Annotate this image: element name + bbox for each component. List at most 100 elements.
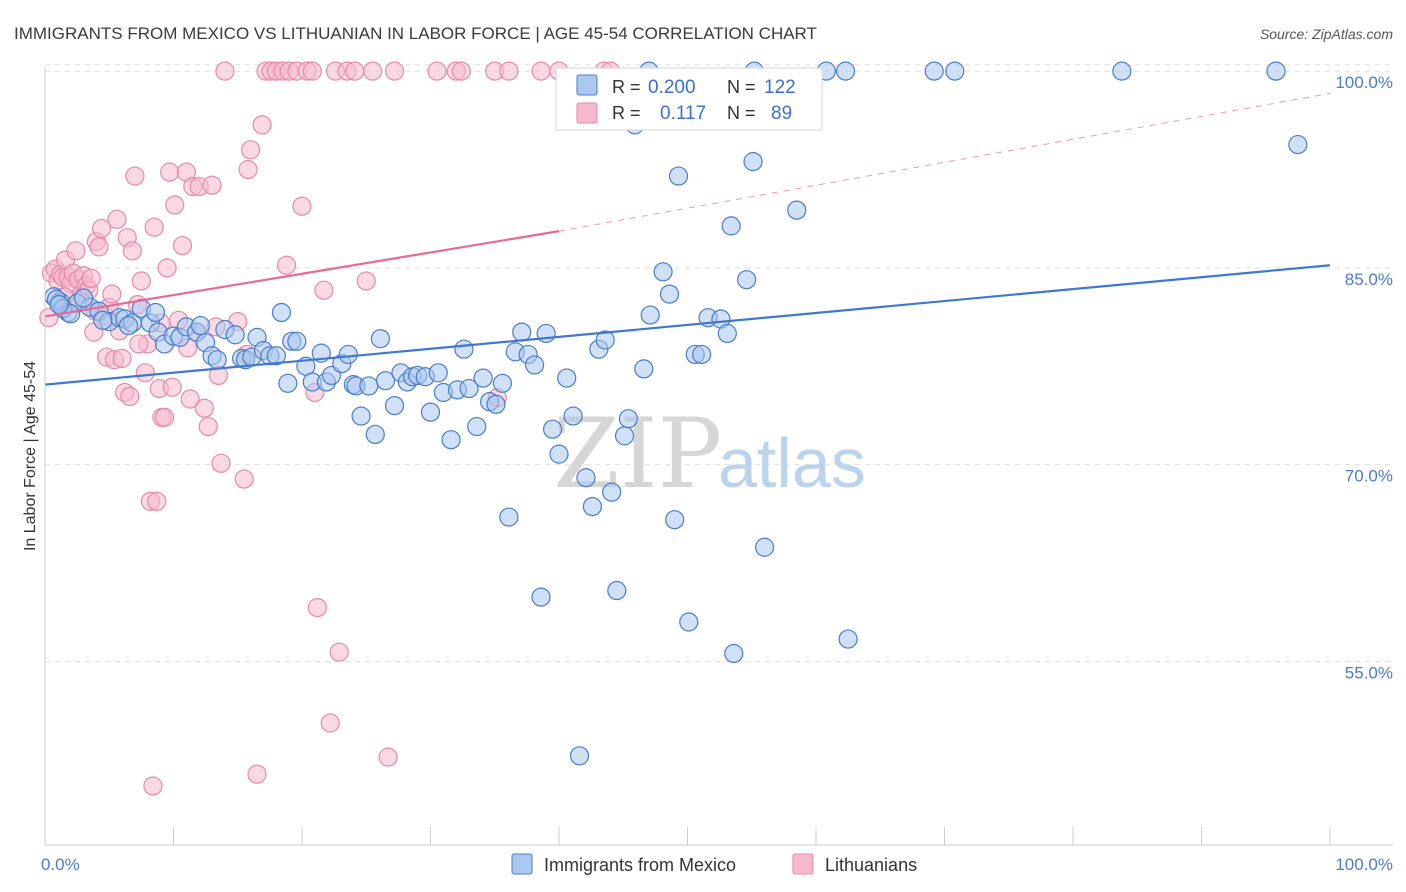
lithuanians-point-45 <box>157 258 177 278</box>
lithuanians-point-91 <box>451 61 471 81</box>
lithuanians-point-66 <box>238 159 258 180</box>
lithuanians-point-58 <box>202 175 222 195</box>
trend-line-lithuanians-extension <box>558 92 1331 232</box>
lithuanians-point-87 <box>378 747 398 767</box>
lithuanians-points <box>39 61 621 796</box>
lithuanians-point-56 <box>194 398 214 418</box>
mexico-point-31 <box>278 373 298 393</box>
mexico-point-76 <box>563 406 583 426</box>
lithuanians-point-52 <box>180 389 200 409</box>
stats-legend-n-label-2: N = <box>727 103 756 123</box>
mexico-point-68 <box>512 322 532 342</box>
lithuanians-point-46 <box>160 162 180 182</box>
lithuanians-point-69 <box>252 115 272 135</box>
mexico-point-102 <box>743 152 763 172</box>
mexico-point-73 <box>542 419 563 439</box>
lithuanians-point-68 <box>247 764 267 784</box>
mexico-point-59 <box>454 339 474 359</box>
trend-line-mexico <box>44 264 1331 386</box>
mexico-point-99 <box>721 216 741 236</box>
mexico-point-92 <box>668 166 689 186</box>
lithuanians-point-0 <box>39 308 59 328</box>
lithuanians-point-89 <box>427 61 447 81</box>
lithuanians-point-24 <box>102 284 122 304</box>
mexico-point-123 <box>49 294 69 315</box>
mexico-point-20 <box>207 350 227 370</box>
lithuanians-point-20 <box>91 218 112 239</box>
y-tick-label-1: 70.0% <box>1345 467 1393 486</box>
stats-legend-swatch-mexico <box>576 74 598 96</box>
lithuanians-point-57 <box>198 416 218 437</box>
lithuanians-point-16 <box>81 268 101 288</box>
mexico-point-98 <box>717 323 737 344</box>
bottom-legend: Immigrants from Mexico Lithuanians <box>511 853 917 875</box>
stats-legend: R = 0.200 N = 122 R = 0.117 N = 89 <box>555 67 823 131</box>
mexico-point-120 <box>1112 61 1132 81</box>
lithuanians-point-76 <box>292 196 312 216</box>
stats-legend-r-label-1: R = <box>612 77 641 97</box>
lithuanians-point-95 <box>499 61 519 81</box>
trend-line-lithuanians <box>44 230 560 318</box>
mexico-point-100 <box>724 643 744 664</box>
lithuanians-point-85 <box>345 61 365 81</box>
mexico-point-65 <box>492 373 513 393</box>
mexico-point-40 <box>338 344 358 365</box>
mexico-point-44 <box>359 376 379 396</box>
mexico-points <box>44 61 1308 766</box>
mexico-point-57 <box>441 430 461 450</box>
mexico-point-105 <box>838 629 858 649</box>
lithuanians-point-102 <box>129 334 149 354</box>
lithuanians-point-35 <box>131 271 151 291</box>
legend-swatch-lithuanians <box>792 853 814 875</box>
axes <box>44 68 1393 846</box>
mexico-point-101 <box>737 270 757 290</box>
mexico-point-111 <box>118 315 139 336</box>
stats-legend-r-value-2: 0.117 <box>660 103 706 124</box>
trend-lines <box>44 92 1331 386</box>
lithuanians-point-33 <box>125 166 145 186</box>
mexico-point-75 <box>557 368 577 388</box>
mexico-point-70 <box>524 355 545 375</box>
mexico-point-84 <box>614 426 635 446</box>
lithuanians-point-78 <box>302 61 322 81</box>
lithuanians-point-81 <box>320 713 340 733</box>
mexico-point-43 <box>351 406 371 426</box>
chart-title: IMMIGRANTS FROM MEXICO VS LITHUANIAN IN … <box>14 24 817 43</box>
mexico-point-83 <box>607 580 627 601</box>
lithuanians-point-10 <box>66 241 86 261</box>
lithuanians-point-62 <box>215 61 235 81</box>
mexico-point-87 <box>634 359 654 379</box>
lithuanians-point-105 <box>276 255 297 275</box>
mexico-point-33 <box>287 331 307 351</box>
lithuanians-point-83 <box>329 642 349 662</box>
lithuanians-point-39 <box>143 776 163 796</box>
stats-legend-n-label-1: N = <box>727 77 756 97</box>
mexico-point-113 <box>190 315 211 336</box>
lithuanians-point-64 <box>234 469 254 489</box>
mexico-point-47 <box>375 371 396 391</box>
lithuanians-point-61 <box>211 453 231 473</box>
mexico-point-89 <box>653 262 673 282</box>
mexico-point-82 <box>602 482 622 502</box>
mexico-point-93 <box>679 612 699 632</box>
stats-legend-n-value-2: 89 <box>771 103 792 124</box>
watermark-atlas: atlas <box>718 424 866 502</box>
y-tick-label-3: 100.0% <box>1335 73 1393 92</box>
mexico-point-90 <box>659 284 680 304</box>
mexico-point-78 <box>576 468 596 488</box>
mexico-point-122 <box>1288 134 1308 155</box>
lithuanians-point-41 <box>147 491 167 511</box>
mexico-point-118 <box>924 61 944 81</box>
lithuanians-point-19 <box>89 237 109 257</box>
lithuanians-point-86 <box>363 61 383 81</box>
lithuanians-point-93 <box>531 61 551 81</box>
lithuanians-point-88 <box>384 61 405 81</box>
lithuanians-point-47 <box>162 377 182 397</box>
mexico-point-81 <box>595 330 615 350</box>
watermark: ZIP atlas <box>553 398 866 510</box>
mexico-point-64 <box>486 394 506 414</box>
mexico-point-48 <box>384 395 405 416</box>
mexico-point-45 <box>365 424 385 445</box>
y-tick-label-0: 55.0% <box>1345 663 1393 682</box>
